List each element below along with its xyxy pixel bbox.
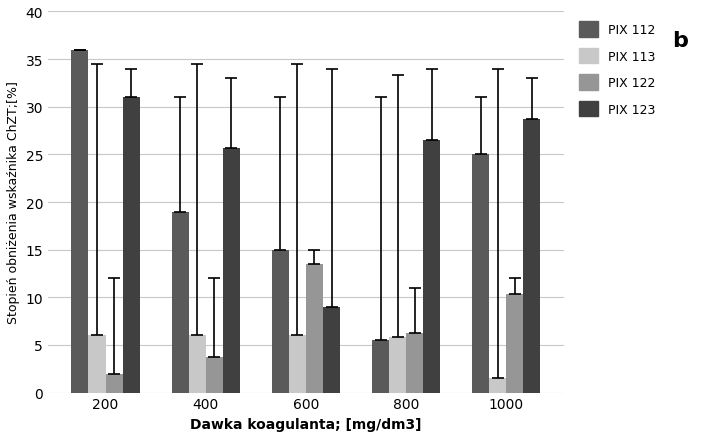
Bar bbox=[323, 307, 340, 393]
Bar bbox=[171, 212, 189, 393]
Legend: PIX 112, PIX 113, PIX 122, PIX 123: PIX 112, PIX 113, PIX 122, PIX 123 bbox=[576, 19, 659, 120]
Text: b: b bbox=[672, 31, 688, 51]
Bar bbox=[472, 155, 489, 393]
Bar bbox=[406, 333, 423, 393]
Bar bbox=[523, 120, 541, 393]
Bar bbox=[489, 378, 506, 393]
Bar bbox=[372, 340, 389, 393]
X-axis label: Dawka koagulanta; [mg/dm3]: Dawka koagulanta; [mg/dm3] bbox=[190, 417, 422, 431]
Bar bbox=[506, 295, 523, 393]
Bar bbox=[223, 148, 240, 393]
Bar bbox=[123, 98, 140, 393]
Bar bbox=[106, 374, 123, 393]
Bar bbox=[306, 265, 323, 393]
Bar bbox=[272, 250, 289, 393]
Bar bbox=[189, 336, 206, 393]
Bar bbox=[389, 338, 406, 393]
Bar bbox=[72, 50, 88, 393]
Bar bbox=[289, 336, 306, 393]
Y-axis label: Stopień obniżenia wskaźnika ChZT;[%]: Stopień obniżenia wskaźnika ChZT;[%] bbox=[7, 81, 20, 324]
Bar bbox=[206, 357, 223, 393]
Bar bbox=[88, 336, 106, 393]
Bar bbox=[423, 141, 440, 393]
